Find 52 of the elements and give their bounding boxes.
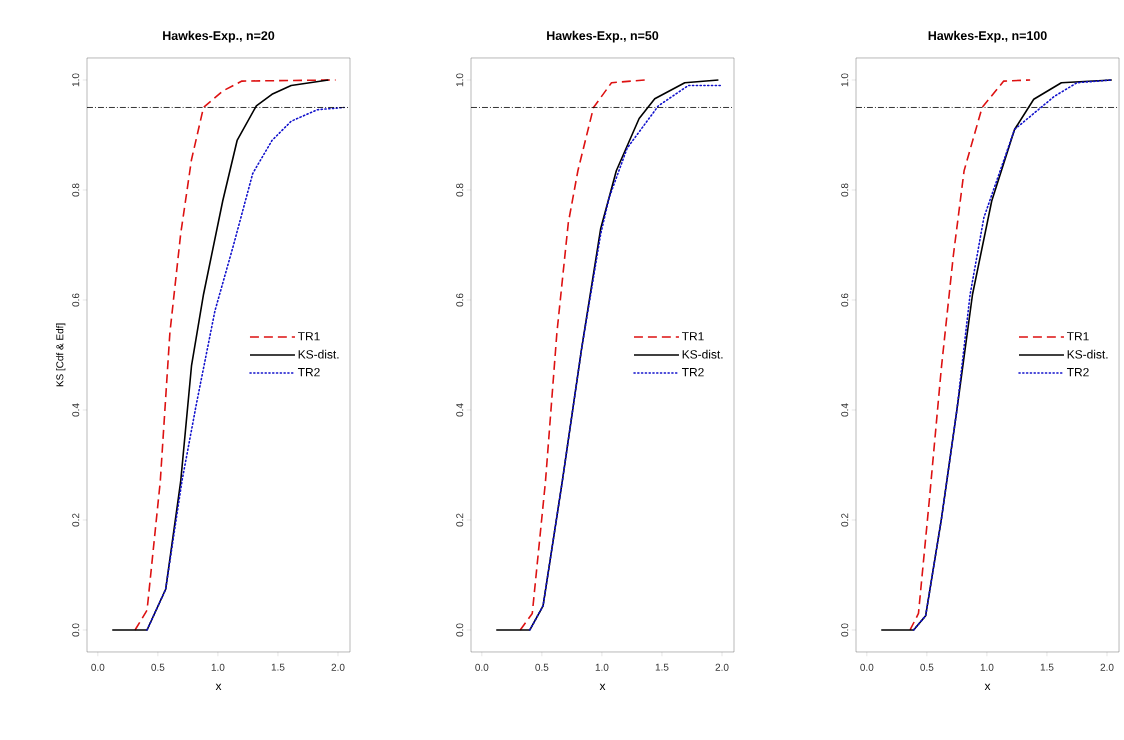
legend-label: TR2 xyxy=(681,367,704,377)
x-tick-label: 2.0 xyxy=(1100,663,1114,671)
x-axis-title: x xyxy=(215,683,222,690)
y-tick-label: 0.2 xyxy=(456,513,464,527)
chart-title: Hawkes-Exp., n=20 xyxy=(163,30,275,43)
legend-label: KS-dist. xyxy=(298,349,339,359)
y-tick-label: 0.2 xyxy=(841,513,849,527)
legend-label: TR2 xyxy=(297,367,320,377)
legend-label: TR1 xyxy=(297,332,320,341)
x-axis-title: x xyxy=(599,683,606,690)
line-series xyxy=(529,84,722,631)
x-tick-label: 1.0 xyxy=(980,663,994,671)
y-tick-label: 0.8 xyxy=(456,183,464,197)
legend-label: TR2 xyxy=(1066,367,1089,377)
y-tick-label: 0.0 xyxy=(72,623,80,637)
y-axis-title: KS [Cdf & Edf] xyxy=(56,323,66,387)
legend-label: KS-dist. xyxy=(1067,349,1108,359)
line-series xyxy=(519,79,646,631)
x-tick-label: 1.0 xyxy=(211,663,225,671)
y-tick-label: 0.4 xyxy=(841,403,849,417)
x-tick-label: 2.0 xyxy=(715,663,729,671)
legend-label: TR1 xyxy=(681,332,704,341)
y-tick-label: 0.4 xyxy=(72,403,80,417)
x-tick-label: 0.5 xyxy=(151,663,165,671)
x-tick-label: 0.5 xyxy=(920,663,934,671)
x-tick-label: 1.5 xyxy=(271,663,285,671)
y-tick-label: 0.6 xyxy=(841,293,849,307)
y-tick-label: 0.6 xyxy=(456,293,464,307)
y-tick-label: 0.6 xyxy=(72,293,80,307)
y-tick-label: 0.8 xyxy=(72,183,80,197)
y-tick-label: 0.2 xyxy=(72,513,80,527)
x-tick-label: 1.0 xyxy=(595,663,609,671)
chart-title: Hawkes-Exp., n=50 xyxy=(547,30,659,43)
x-tick-label: 0.0 xyxy=(475,663,489,671)
legend-label: KS-dist. xyxy=(682,349,723,359)
x-tick-label: 0.0 xyxy=(860,663,874,671)
x-axis-title: x xyxy=(984,683,991,690)
x-tick-label: 0.5 xyxy=(535,663,549,671)
line-series xyxy=(909,79,1031,631)
x-tick-label: 0.0 xyxy=(91,663,105,671)
y-tick-label: 1.0 xyxy=(841,73,849,87)
y-tick-label: 0.8 xyxy=(841,183,849,197)
x-tick-label: 1.5 xyxy=(655,663,669,671)
y-tick-label: 1.0 xyxy=(72,73,80,87)
y-tick-label: 0.0 xyxy=(456,623,464,637)
x-tick-label: 2.0 xyxy=(331,663,345,671)
x-tick-label: 1.5 xyxy=(1040,663,1054,671)
y-tick-label: 1.0 xyxy=(456,73,464,87)
chart-title: Hawkes-Exp., n=100 xyxy=(928,30,1047,43)
y-tick-label: 0.0 xyxy=(841,623,849,637)
legend-label: TR1 xyxy=(1066,332,1089,341)
y-tick-label: 0.4 xyxy=(456,403,464,417)
